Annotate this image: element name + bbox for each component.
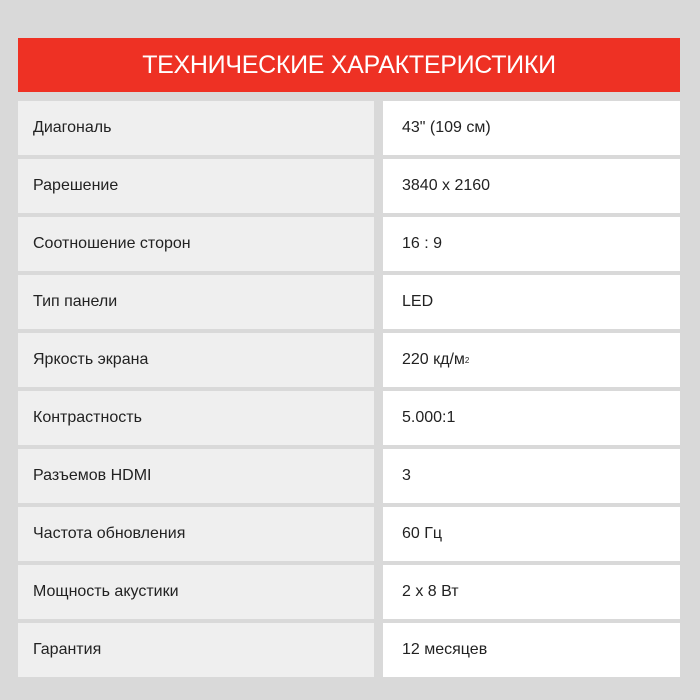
spec-label: Соотношение сторон — [18, 217, 374, 271]
spec-value: 220 кд/м 2 — [383, 333, 680, 387]
table-row: Рарешение 3840 x 2160 — [18, 159, 680, 213]
spec-label: Диагональ — [18, 101, 374, 155]
spec-value: 3840 x 2160 — [383, 159, 680, 213]
table-row: Разъемов HDMI 3 — [18, 449, 680, 503]
spec-value: 12 месяцев — [383, 623, 680, 677]
table-row: Контрастность 5.000:1 — [18, 391, 680, 445]
specs-table: Диагональ 43" (109 см) Рарешение 3840 x … — [18, 101, 680, 681]
spec-value-text: 220 кд/м — [402, 351, 465, 368]
spec-label: Тип панели — [18, 275, 374, 329]
table-row: Диагональ 43" (109 см) — [18, 101, 680, 155]
table-row: Тип панели LED — [18, 275, 680, 329]
spec-value: 5.000:1 — [383, 391, 680, 445]
spec-value: 43" (109 см) — [383, 101, 680, 155]
specs-title: ТЕХНИЧЕСКИЕ ХАРАКТЕРИСТИКИ — [142, 50, 556, 79]
spec-value: 16 : 9 — [383, 217, 680, 271]
table-row: Яркость экрана 220 кд/м 2 — [18, 333, 680, 387]
spec-value-superscript: 2 — [464, 355, 470, 365]
table-row: Соотношение сторон 16 : 9 — [18, 217, 680, 271]
spec-label: Гарантия — [18, 623, 374, 677]
table-row: Гарантия 12 месяцев — [18, 623, 680, 677]
spec-value: 2 x 8 Вт — [383, 565, 680, 619]
spec-value: 3 — [383, 449, 680, 503]
spec-value: LED — [383, 275, 680, 329]
spec-label: Рарешение — [18, 159, 374, 213]
spec-label: Мощность акустики — [18, 565, 374, 619]
spec-label: Яркость экрана — [18, 333, 374, 387]
spec-label: Контрастность — [18, 391, 374, 445]
table-row: Мощность акустики 2 x 8 Вт — [18, 565, 680, 619]
spec-label: Частота обновления — [18, 507, 374, 561]
table-row: Частота обновления 60 Гц — [18, 507, 680, 561]
spec-value: 60 Гц — [383, 507, 680, 561]
spec-label: Разъемов HDMI — [18, 449, 374, 503]
specs-header: ТЕХНИЧЕСКИЕ ХАРАКТЕРИСТИКИ — [18, 38, 680, 92]
